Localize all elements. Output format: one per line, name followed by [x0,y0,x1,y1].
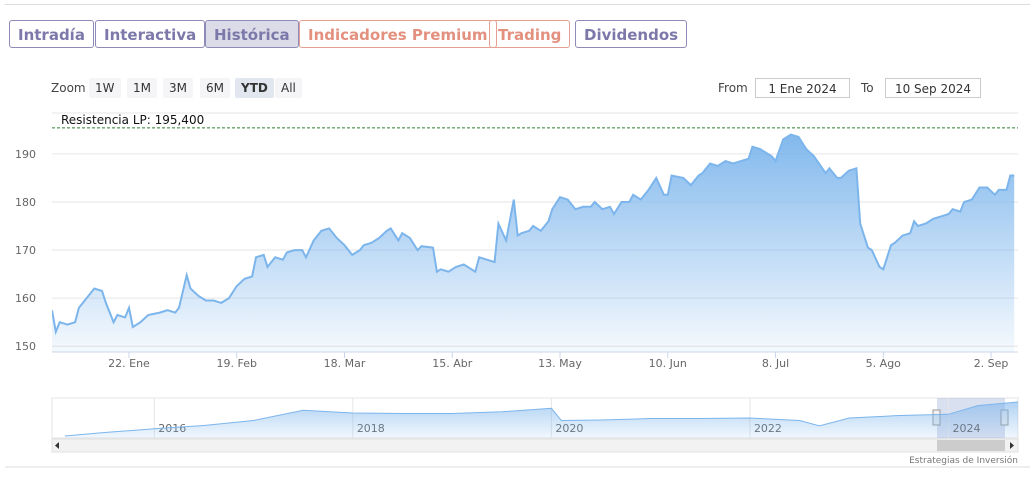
tab[interactable]: Interactiva [95,20,206,48]
tab[interactable]: Intradía [9,20,94,48]
zoom-button[interactable]: All [275,78,302,98]
zoom-button[interactable]: YTD [235,78,274,98]
scroll-left[interactable] [55,442,59,449]
y-tick-label: 170 [15,244,36,257]
y-tick-label: 150 [15,340,36,353]
zoom-button[interactable]: 3M [163,78,193,98]
from-label: From [718,81,748,95]
line [64,401,1018,437]
series [52,133,1015,352]
tab[interactable]: Histórica [205,20,299,48]
scrollbar-thumb[interactable] [937,440,1005,451]
y-tick-label: 190 [15,148,36,161]
x-tick-label: 8. Jul [762,357,789,370]
y-tick-label: 160 [15,292,36,305]
to-input[interactable]: 10 Sep 2024 [885,78,981,98]
x-tick-label: 5. Ago [866,357,901,370]
line [52,133,1015,336]
x-tick-label: 13. May [538,357,582,370]
zoom-button[interactable]: 6M [200,78,230,98]
x-tick-label: 22. Ene [108,357,150,370]
x-tick-label: 15. Abr [432,357,472,370]
y-tick-label: 180 [15,196,36,209]
scroll-right[interactable] [1010,442,1014,449]
tab[interactable]: Trading [489,20,571,48]
area [52,134,1015,352]
from-input[interactable]: 1 Ene 2024 [755,78,850,98]
zoom-button[interactable]: 1W [89,78,121,98]
zoom-label: Zoom [51,81,86,95]
x-tick-label: 2. Sep [974,357,1009,370]
x-tick-label: 18. Mar [324,357,366,370]
series [64,401,1018,438]
tab[interactable]: Dividendos [575,20,688,48]
x-tick-label: 10. Jun [649,357,687,370]
credit: Estrategias de Inversión [909,455,1018,466]
to-label: To [861,81,874,95]
top-rule [5,4,1030,5]
annotation-label: Resistencia LP: 195,400 [61,113,204,127]
area [64,402,1018,438]
x-tick-label: 19. Feb [216,357,256,370]
tab[interactable]: Indicadores Premium [299,20,497,48]
zoom-button[interactable]: 1M [127,78,157,98]
scrollbar-track[interactable] [51,438,1019,453]
